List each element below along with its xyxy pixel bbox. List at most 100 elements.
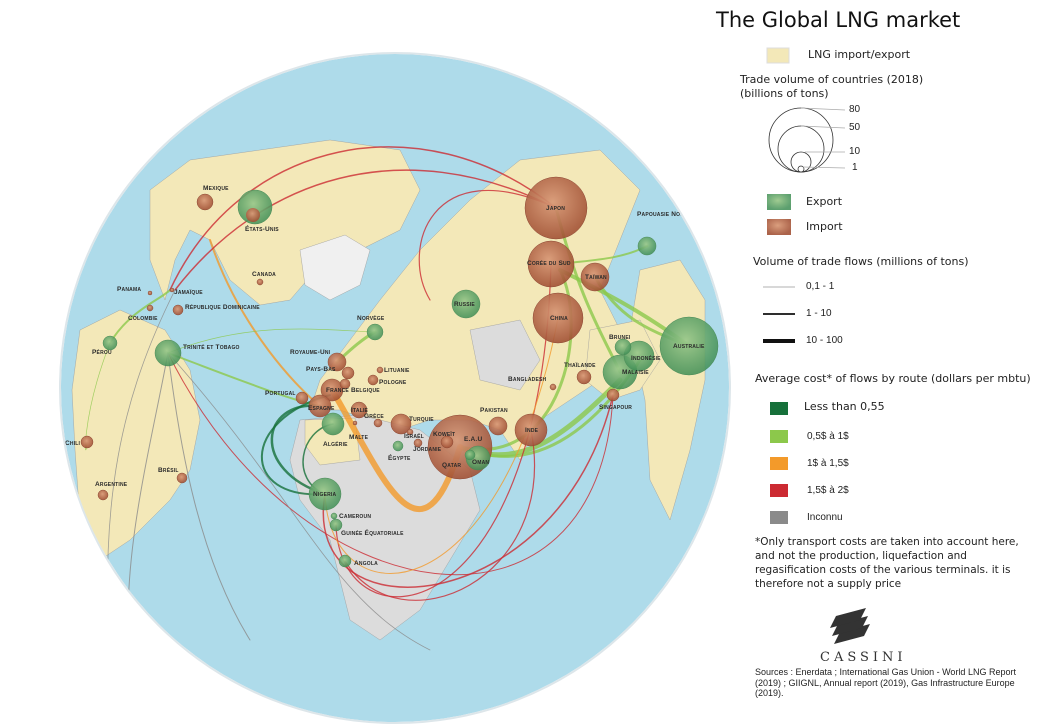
bubble-turquie [390, 413, 412, 435]
label-italie: Italie [351, 407, 369, 414]
label-nigeria: Nigeria [313, 491, 337, 498]
land-greenland [299, 234, 371, 301]
bubble-bresil [176, 472, 188, 484]
bubble-panama [147, 290, 153, 296]
bubble-papouasie-nouvelle-guinee [637, 236, 657, 256]
bubble-espagne [308, 394, 332, 418]
label-royaume-uni: Royaume-Uni [290, 349, 331, 356]
legend-volume-80: 80 [849, 104, 861, 115]
label-algerie: Algérie [323, 440, 348, 448]
legend-volume-10: 10 [849, 146, 861, 157]
legend-flow-class-2: 1 - 10 [806, 308, 832, 319]
trade-flow [344, 429, 535, 601]
legend-circle-80 [768, 107, 834, 173]
label-espagne: Espagne [308, 405, 335, 412]
label-etats-unis: États-Unis [245, 224, 279, 233]
legend-flow-class-1: 0,1 - 1 [806, 281, 835, 292]
cassini-logo-text: CASSINI [820, 650, 907, 665]
legend-cost-swatch-4 [770, 484, 788, 497]
label-republique-dominicaine: République Dominicaine [185, 303, 260, 311]
cassini-logo-icon [830, 608, 870, 644]
legend-circle-50 [777, 125, 825, 173]
bubble-china [532, 292, 584, 344]
label-jordanie: Jordanie [413, 446, 442, 453]
label-angola: Angola [354, 560, 378, 567]
bubble-inde [514, 413, 548, 447]
legend-volume-unit: (billions of tons) [740, 87, 829, 100]
bubble-pologne [367, 374, 379, 386]
legend-volume-title: Trade volume of countries (2018) [740, 73, 924, 86]
label-belgique: Belgique [351, 387, 380, 394]
label-trinite-et-tobago: Trinité et Tobago [183, 343, 240, 351]
trade-flow [260, 394, 331, 496]
bubble-thailande [576, 369, 592, 385]
label-singapour: Singapour [599, 404, 632, 411]
trade-flow [167, 328, 376, 354]
bubble-italie [350, 401, 368, 419]
trade-flow [169, 146, 557, 291]
label-pays-bas: Pays-Bas [306, 366, 336, 373]
bubble-portugal [295, 391, 309, 405]
legend-cost-label-1: Less than 0,55 [804, 400, 885, 413]
legend-volume-circles [768, 107, 846, 173]
label-malaisie: Malaisie [622, 369, 649, 376]
label-coree-du-sud: Corée du Sud [527, 259, 571, 267]
bubble-jordanie [413, 438, 423, 448]
trade-flow [85, 342, 111, 450]
bubble-qatar [464, 449, 476, 461]
bubble-etats-unis-import [246, 208, 260, 222]
bubble-malte [352, 420, 358, 426]
bubble-angola [338, 554, 352, 568]
label-lituanie: Lituanie [384, 367, 410, 374]
bubble-nigeria [308, 477, 342, 511]
label-chili: Chili [65, 440, 81, 447]
land-africa [289, 414, 481, 641]
legend-cost-swatch-2 [770, 430, 788, 443]
bubble-pays-bas [341, 366, 355, 380]
label-cameroun: Cameroun [339, 513, 371, 520]
bubble-koweit [440, 435, 454, 449]
bubble-royaume-uni [327, 352, 347, 372]
label-pologne: Pologne [379, 379, 407, 386]
label-indonesie: Indonésie [631, 354, 661, 362]
legend-area-swatch [766, 47, 790, 64]
legend-export-swatch [767, 194, 791, 210]
label-qatar: Qatar [442, 462, 461, 469]
trade-flow [335, 263, 552, 598]
trade-flow [167, 352, 431, 651]
bubble-grece [373, 418, 383, 428]
bubble-perou [102, 335, 118, 351]
legend-circle-10 [790, 151, 812, 173]
bubble-norvege [366, 323, 384, 341]
label-portugal: Portugal [265, 390, 296, 397]
bubble-canada [256, 278, 264, 286]
bubble-israel [406, 428, 414, 436]
bubble-australie [659, 316, 719, 376]
label-mexique: Mexique [203, 185, 229, 192]
legend-flow-class-3: 10 - 100 [806, 335, 843, 346]
label-pakistan: Pakistan [480, 407, 508, 414]
trade-flow [174, 169, 557, 291]
bubble-trinite-et-tobago [154, 339, 182, 367]
legend-cost-swatch-1 [770, 402, 788, 415]
label-brunei: Brunei [609, 334, 631, 341]
sources: Sources : Enerdata ; International Gas U… [755, 667, 1016, 698]
label-taiwan: Taïwan [585, 274, 607, 281]
label-bresil: Brésil [158, 466, 179, 474]
bubble-cameroun [330, 512, 338, 520]
label-panama: Panama [117, 286, 141, 293]
bubble-guinee-equatoriale [329, 518, 343, 532]
legend-cost-swatch-3 [770, 457, 788, 470]
legend-import-swatch [767, 219, 791, 235]
bubble-japon [524, 176, 588, 240]
land-asia-interior [469, 319, 541, 391]
trade-flow [209, 239, 321, 407]
legend-flows-title: Volume of trade flows (millions of tons) [753, 255, 969, 268]
trade-flow [329, 387, 463, 512]
legend-area-label: LNG import/export [808, 48, 911, 61]
label-perou: Pérou [92, 348, 112, 356]
label-norvege: Norvège [357, 314, 385, 322]
label-colombie: Colombie [128, 315, 158, 322]
legend-volume-50: 50 [849, 122, 861, 133]
label-israel: Israël [404, 433, 424, 440]
